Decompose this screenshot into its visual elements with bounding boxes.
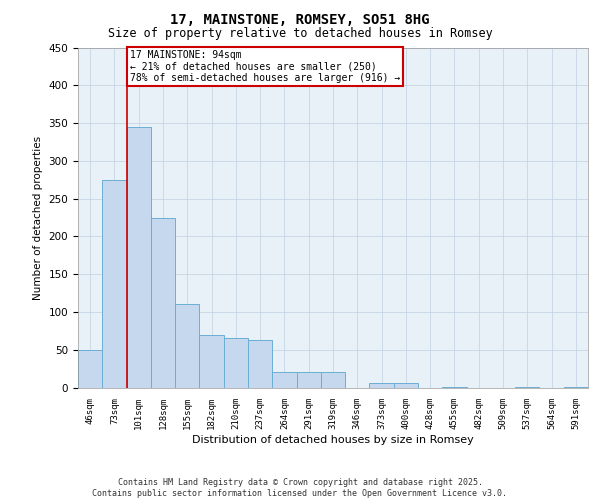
X-axis label: Distribution of detached houses by size in Romsey: Distribution of detached houses by size …	[192, 435, 474, 445]
Bar	[78, 350, 102, 388]
Bar	[442, 386, 467, 388]
Bar	[102, 180, 127, 388]
Y-axis label: Number of detached properties: Number of detached properties	[33, 136, 43, 300]
Bar	[370, 383, 394, 388]
Bar	[151, 218, 175, 388]
Bar	[564, 386, 588, 388]
Text: 17 MAINSTONE: 94sqm
← 21% of detached houses are smaller (250)
78% of semi-detac: 17 MAINSTONE: 94sqm ← 21% of detached ho…	[130, 50, 400, 83]
Bar	[175, 304, 199, 388]
Bar	[248, 340, 272, 388]
Text: Size of property relative to detached houses in Romsey: Size of property relative to detached ho…	[107, 28, 493, 40]
Bar	[321, 372, 345, 388]
Bar	[515, 386, 539, 388]
Bar	[224, 338, 248, 388]
Bar	[296, 372, 321, 388]
Text: Contains HM Land Registry data © Crown copyright and database right 2025.
Contai: Contains HM Land Registry data © Crown c…	[92, 478, 508, 498]
Text: 17, MAINSTONE, ROMSEY, SO51 8HG: 17, MAINSTONE, ROMSEY, SO51 8HG	[170, 12, 430, 26]
Bar	[394, 383, 418, 388]
Bar	[127, 127, 151, 388]
Bar	[272, 372, 296, 388]
Bar	[199, 334, 224, 388]
